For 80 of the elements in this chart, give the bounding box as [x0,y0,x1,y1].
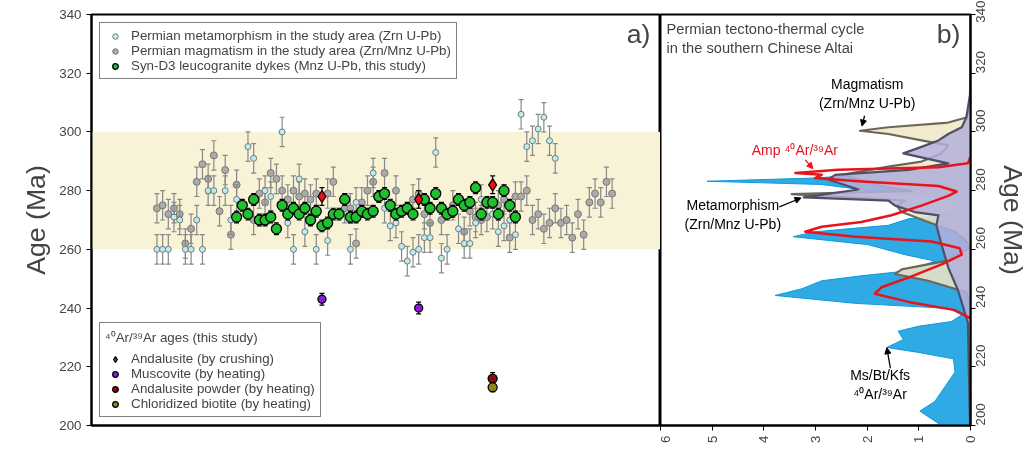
point [181,245,189,253]
y-tick-label: 320 [59,65,82,81]
y-tick-label: 280 [973,168,988,191]
point [176,216,184,224]
point [159,245,167,253]
point [250,154,258,162]
series-label: Amp ⁴⁰Ar/³⁹Ar [751,141,839,158]
x-tick-label: 4 [756,434,772,443]
legend-label: Permian metamorphism in the study area (Zrn U-Pb) [131,28,442,43]
point [267,193,275,201]
point [289,245,297,253]
point [523,143,531,151]
annotation: b) [936,18,961,49]
point [472,219,480,227]
y-tick-label: 300 [973,109,988,132]
point [546,137,554,145]
y-tick-label: 220 [59,359,82,375]
y-tick-label: 200 [973,403,988,426]
point [455,225,463,233]
point [324,237,332,245]
y-tick-label: 300 [59,124,82,140]
series-label: Magmatism (Zrn/Mnz U-Pb) [818,76,916,112]
series-label: Metamorphism (Zrn/Mnz U-Pb) [684,196,782,232]
point [517,110,525,118]
point [528,137,536,145]
series-label: Ms/Bt/Kfs ⁴⁰Ar/³⁹Ar [850,366,911,402]
y-tick-label: 340 [59,7,82,22]
point [386,222,394,230]
point [420,234,428,242]
point [301,228,309,236]
point [403,257,411,265]
y-tick-label: 240 [973,285,988,309]
point [551,154,559,162]
y-tick-label: 260 [973,227,988,250]
point [466,239,474,247]
legend-label: Muscovite (by heating) [131,366,266,381]
point [164,245,172,253]
legend-label: Andalusite (by crushing) [131,351,274,366]
point [534,125,542,133]
legend-label: Syn-D3 leucogranite dykes (Mnz U-Pb, this study) [131,58,426,73]
x-tick-label: 5 [704,435,720,443]
y-tick-label: 200 [59,418,82,433]
point [210,187,218,195]
point [153,245,161,253]
x-tick-label: 1 [911,435,927,443]
point [244,143,252,151]
point [540,113,548,121]
y-tick-label: 240 [59,300,82,316]
point [500,222,508,230]
y-tick-label: 220 [973,344,988,367]
x-tick-label: 0 [963,435,978,443]
legend-label: Permian magmatism in the study area (Zrn/Mnz U-Pb) [131,43,451,58]
point [443,245,451,253]
point [432,148,440,156]
point [398,242,406,250]
legend-label: Chloridized biotite (by heating) [131,396,312,411]
point [511,231,519,239]
y-axis-title: Age (Ma) [21,165,52,275]
point [415,245,423,253]
point [278,128,286,136]
point [193,216,201,224]
x-tick-label: 3 [808,435,823,443]
point [352,198,360,206]
point [312,245,320,253]
point [494,228,502,236]
x-tick-label: 2 [859,435,875,443]
text: Permian tectono-thermal cycle in the southern Chinese Altai [666,20,865,56]
legend-title: ⁴⁰Ar/³⁹Ar ages (this study) [105,329,259,346]
y-tick-label: 320 [973,50,988,74]
point [409,248,417,256]
point [198,245,206,253]
y-axis-title: Age (Ma) [997,165,1028,275]
y-tick-label: 280 [59,183,82,199]
y-tick-label: 340 [973,0,988,23]
point [346,245,354,253]
annotation: a) [626,18,651,49]
x-tick-label: 6 [657,435,673,443]
point [437,254,445,262]
legend-label: Andalusite powder (by heating) [131,381,315,396]
y-tick-label: 260 [59,241,82,257]
